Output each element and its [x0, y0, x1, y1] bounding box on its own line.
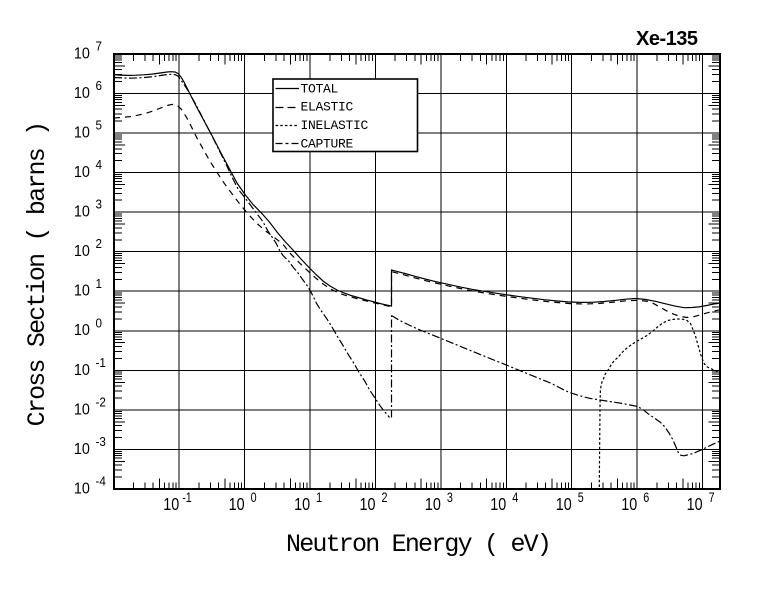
- svg-text:2: 2: [382, 490, 388, 505]
- svg-text:10: 10: [74, 440, 90, 458]
- svg-text:5: 5: [578, 490, 584, 505]
- svg-text:10: 10: [556, 494, 572, 514]
- svg-text:3: 3: [447, 490, 453, 505]
- svg-text:2: 2: [96, 237, 103, 252]
- svg-text:0: 0: [96, 316, 103, 331]
- svg-text:Cross Section ( barns ): Cross Section ( barns ): [23, 123, 52, 427]
- svg-text:7: 7: [96, 39, 103, 54]
- svg-text:7: 7: [709, 490, 715, 505]
- svg-text:Neutron Energy ( eV): Neutron Energy ( eV): [286, 530, 550, 559]
- svg-text:10: 10: [74, 322, 90, 340]
- svg-text:10: 10: [74, 163, 90, 181]
- svg-text:-3: -3: [96, 434, 107, 449]
- svg-text:3: 3: [96, 197, 103, 212]
- svg-text:4: 4: [96, 158, 103, 173]
- svg-text:CAPTURE: CAPTURE: [301, 137, 354, 152]
- svg-text:10: 10: [360, 494, 376, 514]
- svg-text:-2: -2: [96, 395, 107, 410]
- svg-text:-1: -1: [182, 490, 192, 505]
- svg-text:-1: -1: [96, 355, 107, 370]
- svg-text:10: 10: [74, 84, 90, 102]
- svg-text:-4: -4: [96, 474, 107, 489]
- svg-text:6: 6: [96, 78, 103, 93]
- svg-text:10: 10: [74, 45, 90, 63]
- svg-text:10: 10: [74, 361, 90, 379]
- svg-text:0: 0: [251, 490, 257, 505]
- svg-text:10: 10: [74, 242, 90, 260]
- svg-text:6: 6: [643, 490, 649, 505]
- svg-text:Xe-135: Xe-135: [636, 28, 698, 50]
- svg-text:10: 10: [74, 401, 90, 419]
- svg-text:4: 4: [512, 490, 518, 505]
- svg-text:INELASTIC: INELASTIC: [301, 118, 369, 133]
- svg-text:10: 10: [425, 494, 441, 514]
- svg-text:10: 10: [74, 480, 90, 498]
- svg-text:10: 10: [74, 203, 90, 221]
- svg-text:10: 10: [621, 494, 637, 514]
- svg-text:10: 10: [74, 282, 90, 300]
- svg-text:10: 10: [687, 494, 703, 514]
- svg-text:10: 10: [490, 494, 506, 514]
- svg-text:1: 1: [316, 490, 322, 505]
- svg-text:10: 10: [229, 494, 245, 514]
- svg-text:1: 1: [96, 276, 103, 291]
- svg-text:10: 10: [74, 124, 90, 142]
- svg-text:5: 5: [96, 118, 103, 133]
- svg-text:10: 10: [163, 494, 179, 514]
- svg-text:ELASTIC: ELASTIC: [301, 100, 354, 115]
- svg-text:TOTAL: TOTAL: [301, 81, 339, 96]
- svg-text:10: 10: [294, 494, 310, 514]
